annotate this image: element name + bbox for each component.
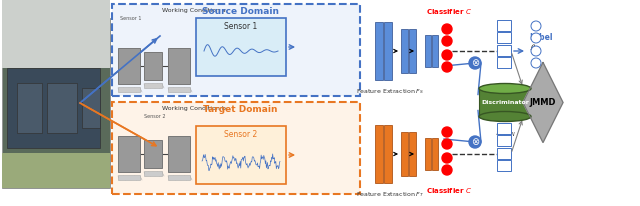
Circle shape (469, 136, 481, 148)
Circle shape (442, 153, 452, 163)
FancyBboxPatch shape (7, 68, 100, 148)
FancyBboxPatch shape (497, 148, 511, 159)
FancyBboxPatch shape (196, 126, 286, 184)
FancyBboxPatch shape (2, 0, 110, 68)
Text: ⊗: ⊗ (471, 58, 479, 68)
Text: JMMD: JMMD (530, 98, 556, 107)
FancyBboxPatch shape (425, 138, 431, 170)
Text: Sensor 1: Sensor 1 (225, 22, 258, 31)
Text: Classifier $C$: Classifier $C$ (426, 7, 472, 16)
Circle shape (442, 62, 452, 72)
FancyBboxPatch shape (168, 87, 190, 92)
Text: Label: Label (529, 33, 552, 41)
Circle shape (442, 165, 452, 175)
FancyBboxPatch shape (497, 57, 511, 68)
FancyBboxPatch shape (432, 35, 438, 67)
FancyBboxPatch shape (82, 88, 100, 128)
FancyBboxPatch shape (497, 32, 511, 43)
FancyBboxPatch shape (432, 138, 438, 170)
FancyBboxPatch shape (168, 175, 190, 180)
FancyBboxPatch shape (112, 4, 360, 96)
Text: Source Domain: Source Domain (202, 7, 278, 16)
FancyBboxPatch shape (375, 125, 383, 183)
Circle shape (442, 50, 452, 60)
FancyBboxPatch shape (2, 18, 110, 188)
Ellipse shape (479, 83, 531, 94)
Circle shape (442, 24, 452, 34)
FancyBboxPatch shape (384, 125, 392, 183)
Circle shape (531, 46, 541, 56)
Circle shape (531, 58, 541, 68)
FancyBboxPatch shape (497, 160, 511, 171)
Text: ⊗: ⊗ (471, 137, 479, 147)
Polygon shape (523, 62, 563, 143)
Circle shape (531, 21, 541, 31)
Text: $\mathcal{L}_C$: $\mathcal{L}_C$ (529, 42, 541, 54)
FancyBboxPatch shape (118, 175, 140, 180)
FancyBboxPatch shape (497, 135, 511, 146)
FancyBboxPatch shape (17, 83, 42, 133)
Text: Feature Extraction $F_T$: Feature Extraction $F_T$ (356, 190, 424, 199)
FancyBboxPatch shape (479, 89, 531, 117)
FancyBboxPatch shape (497, 45, 511, 56)
Text: Sensor 2: Sensor 2 (144, 114, 166, 119)
FancyBboxPatch shape (497, 20, 511, 31)
FancyBboxPatch shape (168, 48, 190, 84)
FancyBboxPatch shape (196, 18, 286, 76)
FancyBboxPatch shape (118, 136, 140, 172)
FancyBboxPatch shape (375, 22, 383, 80)
FancyBboxPatch shape (384, 22, 392, 80)
Circle shape (469, 57, 481, 69)
Circle shape (442, 139, 452, 149)
FancyBboxPatch shape (118, 48, 140, 84)
FancyBboxPatch shape (112, 102, 360, 194)
Text: Working Condition a: Working Condition a (162, 8, 226, 13)
Text: Classifier $C$: Classifier $C$ (426, 186, 472, 195)
Text: $\mathcal{L}_{CDAN}$: $\mathcal{L}_{CDAN}$ (495, 129, 515, 139)
Text: $\mathcal{L}_{align}$: $\mathcal{L}_{align}$ (499, 82, 518, 93)
FancyBboxPatch shape (144, 83, 162, 88)
Text: Sensor 2: Sensor 2 (225, 130, 258, 139)
Text: Discriminator: Discriminator (481, 100, 529, 105)
Circle shape (442, 36, 452, 46)
Circle shape (442, 127, 452, 137)
FancyBboxPatch shape (118, 87, 140, 92)
FancyBboxPatch shape (425, 35, 431, 67)
Text: Sensor 1: Sensor 1 (120, 16, 141, 21)
FancyBboxPatch shape (47, 83, 77, 133)
FancyBboxPatch shape (497, 123, 511, 134)
FancyBboxPatch shape (401, 29, 408, 73)
FancyBboxPatch shape (144, 140, 162, 168)
FancyBboxPatch shape (168, 136, 190, 172)
Ellipse shape (479, 111, 531, 122)
FancyBboxPatch shape (2, 153, 110, 188)
Circle shape (531, 33, 541, 43)
FancyBboxPatch shape (409, 29, 416, 73)
FancyBboxPatch shape (144, 171, 162, 176)
Text: Working Condition b: Working Condition b (162, 106, 226, 111)
FancyBboxPatch shape (409, 132, 416, 176)
FancyBboxPatch shape (401, 132, 408, 176)
Text: Feature Extraction $F_S$: Feature Extraction $F_S$ (356, 87, 424, 96)
FancyBboxPatch shape (144, 52, 162, 80)
Text: Target Domain: Target Domain (203, 105, 277, 114)
